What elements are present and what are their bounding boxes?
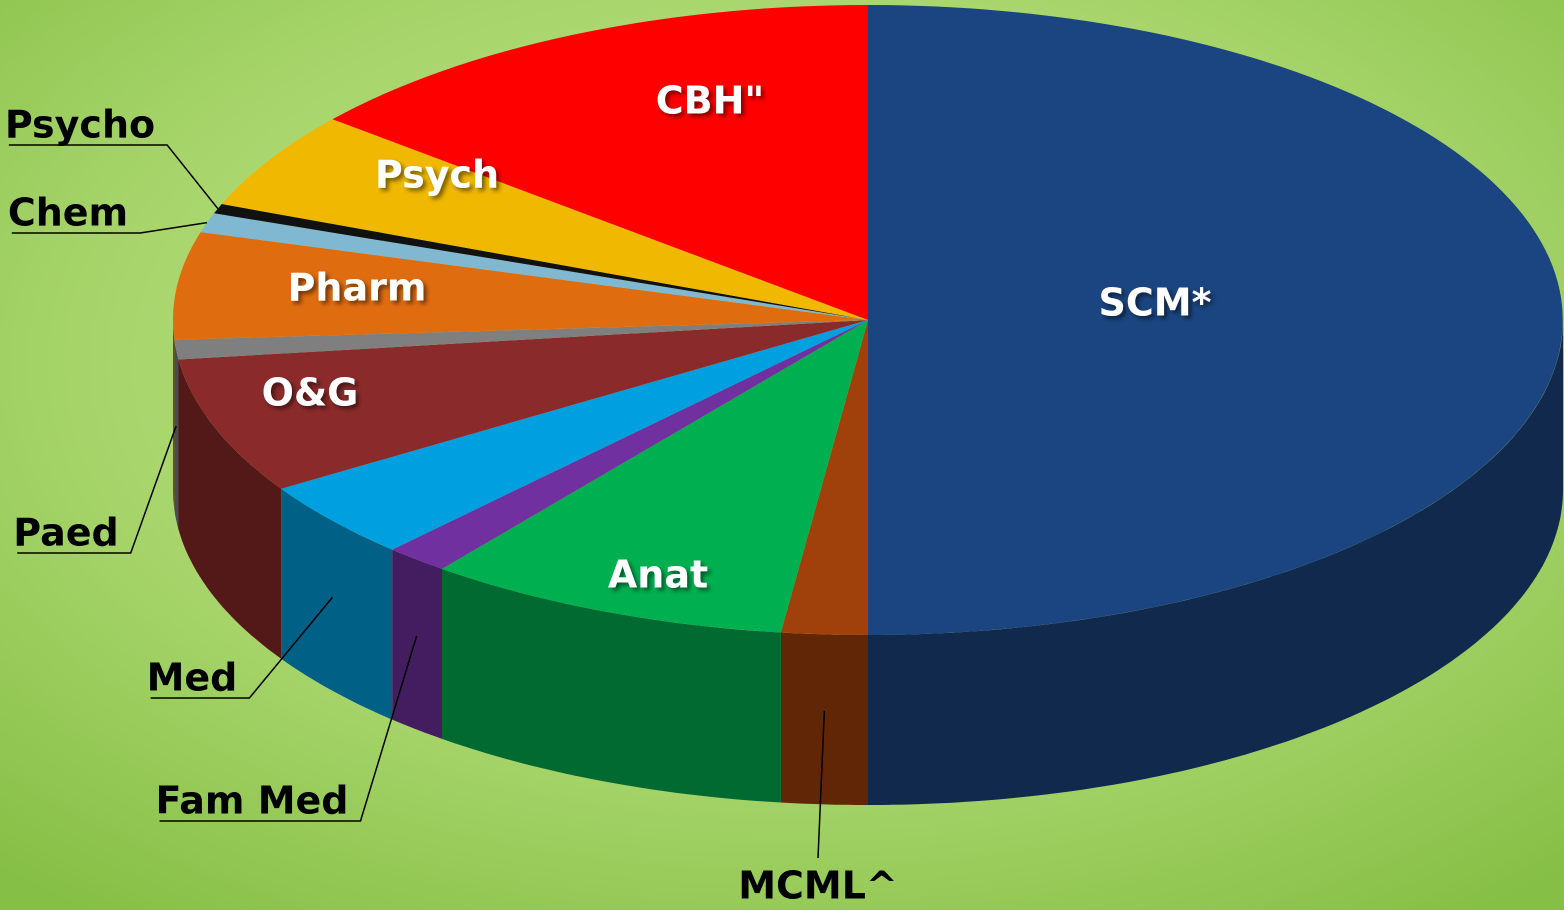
slice-label: Pharm	[288, 266, 427, 310]
slice-label: SCM*	[1099, 281, 1212, 325]
leader-line	[817, 710, 826, 859]
slice-side	[392, 549, 442, 739]
outside-label: MCML^	[738, 864, 898, 908]
outside-label: Med	[147, 656, 238, 700]
outside-label: Paed	[13, 511, 118, 555]
leader-line	[150, 596, 334, 699]
leader-line	[159, 635, 418, 822]
slice	[200, 213, 868, 320]
slice-side	[174, 339, 179, 530]
slice-label: CBH"	[656, 79, 764, 123]
slice	[332, 5, 868, 320]
slice	[868, 5, 1563, 635]
leader-line	[11, 221, 208, 234]
slice-label: Psych	[375, 153, 499, 197]
outside-label: Chem	[8, 191, 128, 235]
slice-side	[442, 568, 781, 803]
slice-side	[281, 488, 393, 720]
slice	[442, 320, 868, 633]
pie	[173, 5, 1563, 805]
slice-side	[868, 320, 1563, 805]
slice	[392, 320, 868, 569]
outside-label: Fam Med	[156, 779, 349, 823]
slice	[780, 320, 868, 635]
slice	[221, 119, 868, 320]
slice	[178, 320, 868, 489]
slice-side	[173, 320, 175, 510]
slice-side	[178, 359, 282, 659]
slice-label: O&G	[262, 371, 359, 415]
slice	[214, 204, 868, 320]
slice	[281, 320, 868, 550]
leader-line	[17, 425, 177, 554]
slice	[174, 320, 868, 360]
outside-label: Psycho	[5, 103, 155, 147]
slice	[173, 232, 869, 340]
slice-label: Anat	[608, 553, 708, 597]
leader-line	[8, 144, 219, 210]
